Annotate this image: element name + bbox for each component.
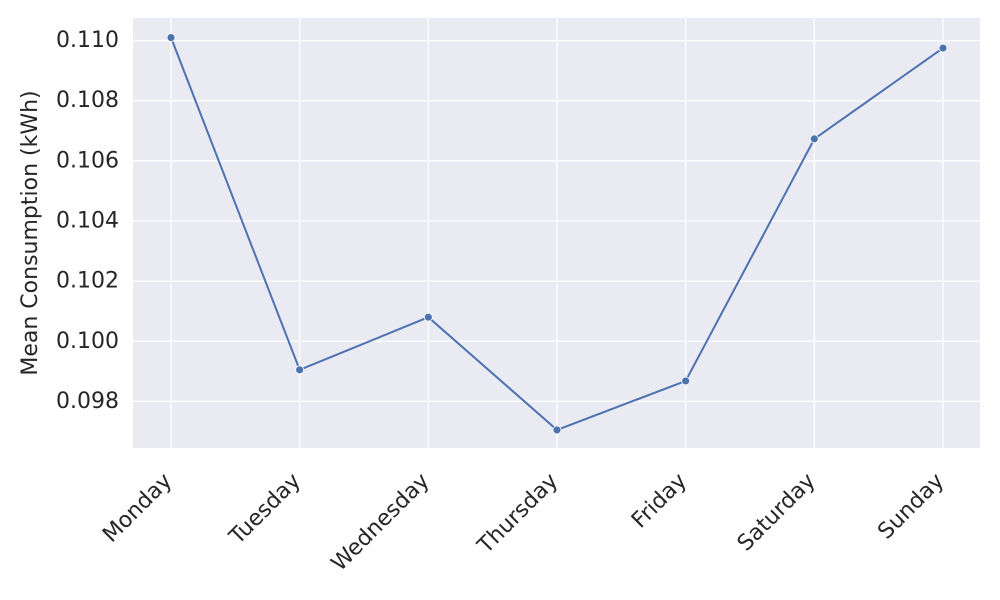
x-tick-label: Thursday [473,469,564,560]
y-tick-label: 0.104 [56,208,119,233]
data-point [295,365,305,375]
grid-lines [133,18,980,448]
y-tick-label: 0.106 [56,148,119,173]
y-tick-label: 0.108 [56,88,119,113]
y-tick-label: 0.100 [56,329,119,354]
x-tick-labels: Monday Tuesday Wednesday Thursday Friday Satu… [98,469,949,577]
data-point [423,312,433,322]
y-tick-label: 0.110 [56,28,119,53]
y-axis-label: Mean Consumption (kWh) [18,90,43,375]
y-tick-label: 0.102 [56,269,119,294]
x-tick-label: Monday [98,469,177,548]
x-tick-label: Saturday [733,469,821,557]
data-point [809,134,819,144]
x-tick-label: Tuesday [224,469,306,551]
y-tick-label: 0.098 [56,389,119,414]
x-tick-label: Sunday [873,469,949,545]
data-point [938,43,948,53]
data-point [552,425,562,435]
data-point [681,376,691,386]
data-point [166,33,176,42]
y-tick-labels: 0.098 0.100 0.102 0.104 0.106 0.108 0.110 [56,28,119,414]
series-layer [166,33,948,435]
x-tick-label: Wednesday [327,469,435,577]
x-tick-label: Friday [627,469,692,534]
